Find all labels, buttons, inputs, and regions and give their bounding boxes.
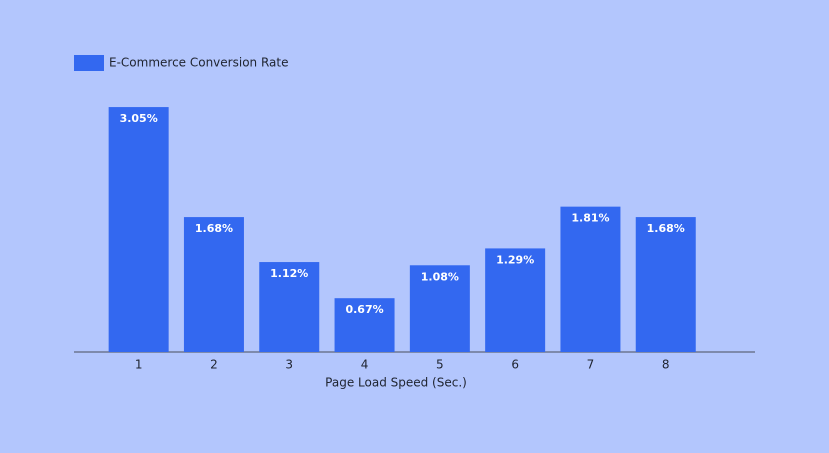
value-label: 1.68%	[647, 222, 685, 235]
value-label: 1.68%	[195, 222, 233, 235]
x-axis-title: Page Load Speed (Sec.)	[325, 376, 467, 390]
x-tick-label: 3	[285, 358, 293, 372]
value-label: 1.81%	[571, 212, 609, 225]
legend-label: E-Commerce Conversion Rate	[109, 56, 288, 70]
x-tick-label: 7	[587, 358, 595, 372]
bar	[259, 262, 320, 352]
legend-swatch	[74, 55, 104, 71]
x-tick-label: 1	[135, 358, 143, 372]
x-tick-label: 4	[361, 358, 369, 372]
x-tick-label: 8	[662, 358, 670, 372]
value-label: 0.67%	[345, 303, 383, 316]
value-label: 1.12%	[270, 267, 308, 280]
x-tick-label: 5	[436, 358, 444, 372]
value-label: 1.29%	[496, 253, 534, 266]
bar	[108, 107, 169, 352]
bar	[485, 248, 546, 352]
bar	[409, 265, 470, 352]
value-label: 1.08%	[421, 270, 459, 283]
bar	[334, 298, 395, 352]
value-label: 3.05%	[120, 112, 158, 125]
bar	[560, 206, 621, 352]
bar	[635, 217, 696, 352]
x-tick-label: 2	[210, 358, 218, 372]
x-tick-label: 6	[511, 358, 519, 372]
bar	[183, 217, 244, 352]
